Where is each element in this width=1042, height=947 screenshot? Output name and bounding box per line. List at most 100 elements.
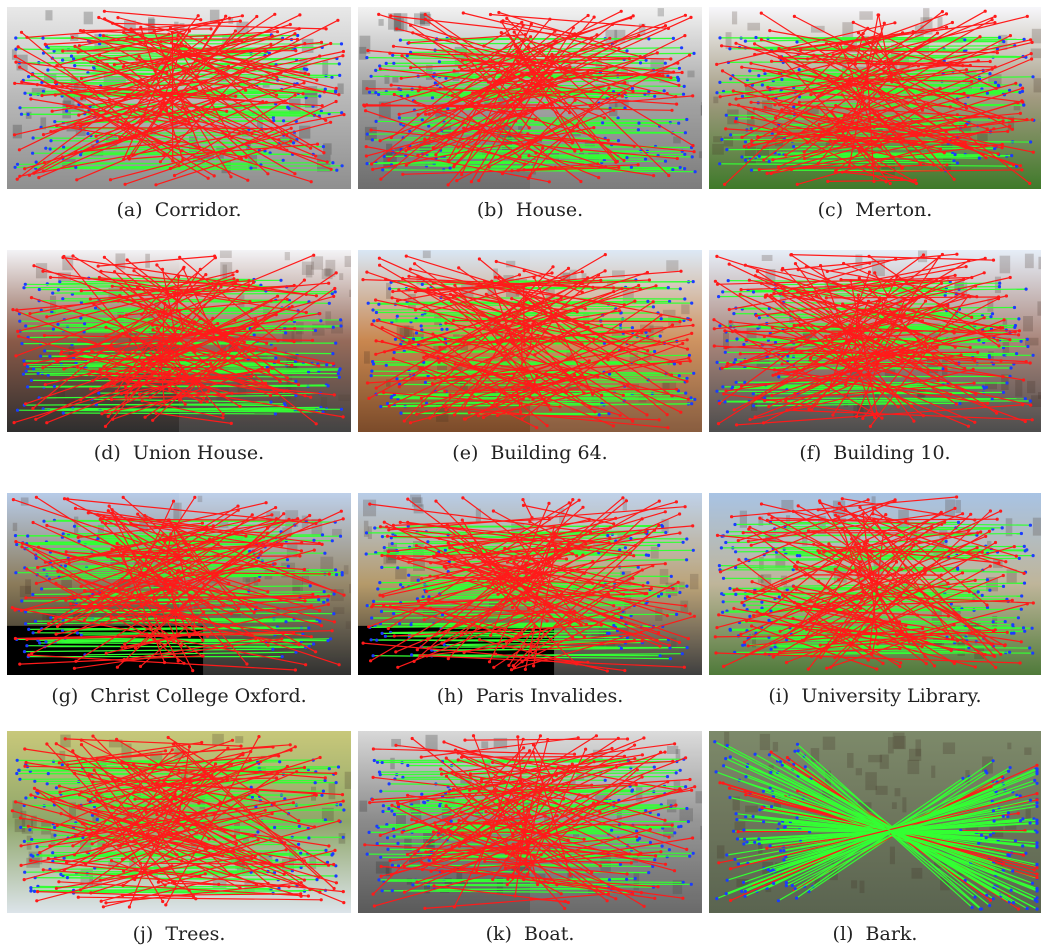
keypoint-marker	[789, 253, 794, 257]
keypoint-marker	[964, 68, 969, 72]
keypoint-marker	[953, 273, 957, 277]
keypoint-marker	[43, 42, 47, 47]
keypoint-marker	[252, 333, 256, 337]
scene-detail	[25, 579, 32, 594]
keypoint-marker	[293, 93, 297, 97]
keypoint-marker	[371, 308, 375, 312]
outlier-match-line	[366, 88, 668, 95]
outlier-match-line	[114, 271, 196, 353]
keypoint-marker	[406, 94, 410, 98]
keypoint-marker	[216, 322, 220, 326]
keypoint-marker	[431, 332, 435, 336]
keypoint-marker	[734, 41, 738, 45]
keypoint-marker	[329, 41, 333, 46]
keypoint-marker	[386, 550, 391, 554]
keypoint-marker	[378, 139, 382, 143]
keypoint-marker	[683, 13, 687, 17]
keypoint-marker	[762, 158, 766, 162]
keypoint-marker	[394, 650, 398, 654]
keypoint-marker	[577, 498, 581, 502]
keypoint-marker	[326, 384, 330, 388]
keypoint-marker	[676, 61, 680, 65]
keypoint-marker	[681, 92, 686, 96]
inlier-match-line	[32, 591, 325, 596]
keypoint-marker	[266, 526, 270, 530]
keypoint-marker	[221, 412, 225, 416]
keypoint-marker	[162, 153, 166, 157]
inlier-match-line	[376, 639, 669, 641]
keypoint-marker	[528, 648, 533, 653]
outlier-match-line	[839, 42, 870, 121]
keypoint-marker	[448, 292, 452, 296]
keypoint-marker	[685, 379, 689, 383]
keypoint-marker	[523, 667, 527, 671]
keypoint-marker	[121, 495, 125, 499]
scene-detail	[557, 616, 564, 627]
keypoint-marker	[273, 412, 277, 416]
keypoint-marker	[603, 253, 607, 257]
scene-detail	[810, 25, 825, 33]
keypoint-marker	[392, 61, 396, 65]
keypoint-marker	[273, 562, 277, 566]
keypoint-marker	[1030, 118, 1034, 122]
outlier-match-line	[733, 285, 976, 411]
inlier-match-line	[392, 541, 684, 545]
keypoint-marker	[685, 558, 689, 562]
inlier-match-line	[35, 167, 337, 171]
scene-detail	[69, 595, 75, 609]
keypoint-marker	[587, 359, 591, 363]
keypoint-marker	[734, 117, 738, 121]
keypoint-marker	[420, 282, 424, 286]
outlier-match-line	[159, 343, 224, 415]
keypoint-marker	[1014, 81, 1018, 85]
keypoint-marker	[408, 267, 412, 271]
scene-detail	[222, 264, 228, 281]
scene-detail	[1038, 256, 1041, 270]
keypoint-marker	[744, 338, 748, 342]
keypoint-marker	[176, 44, 180, 49]
outlier-match-line	[748, 102, 908, 148]
keypoint-marker	[333, 589, 337, 593]
keypoint-marker	[176, 33, 180, 37]
keypoint-marker	[547, 501, 551, 505]
keypoint-marker	[12, 421, 16, 425]
outlier-match-line	[170, 27, 278, 78]
keypoint-marker	[75, 631, 80, 635]
subfigure-title: Corridor.	[154, 199, 242, 221]
outlier-match-line	[741, 39, 930, 138]
outlier-match-line	[465, 360, 590, 420]
keypoint-marker	[104, 651, 108, 655]
scene-detail	[1032, 517, 1041, 536]
outlier-match-line	[410, 24, 525, 109]
keypoint-marker	[679, 410, 683, 414]
outlier-match-line	[83, 30, 169, 35]
scene-detail	[759, 556, 764, 570]
keypoint-marker	[438, 345, 442, 349]
keypoint-marker	[329, 637, 333, 641]
scene-detail	[386, 282, 391, 299]
keypoint-marker	[13, 165, 17, 169]
scene-detail	[826, 282, 837, 290]
outlier-match-line	[80, 317, 214, 401]
outlier-match-line	[500, 282, 583, 341]
keypoint-marker	[309, 395, 313, 399]
keypoint-marker	[570, 552, 575, 556]
keypoint-marker	[158, 342, 162, 346]
keypoint-marker	[644, 553, 648, 557]
keypoint-marker	[648, 329, 652, 333]
keypoint-marker	[1017, 317, 1021, 321]
outlier-match-line	[816, 295, 997, 414]
keypoint-marker	[378, 525, 383, 529]
keypoint-marker	[672, 362, 676, 366]
scene-detail	[416, 277, 428, 285]
keypoint-marker	[578, 375, 583, 379]
keypoint-marker	[240, 39, 244, 43]
keypoint-marker	[37, 630, 41, 634]
keypoint-marker	[51, 327, 56, 331]
scene-detail	[1015, 379, 1023, 397]
outlier-match-line	[856, 298, 906, 417]
keypoint-marker	[408, 421, 413, 425]
scene-detail	[622, 498, 627, 511]
scene-detail	[484, 91, 490, 107]
keypoint-marker	[14, 60, 18, 64]
